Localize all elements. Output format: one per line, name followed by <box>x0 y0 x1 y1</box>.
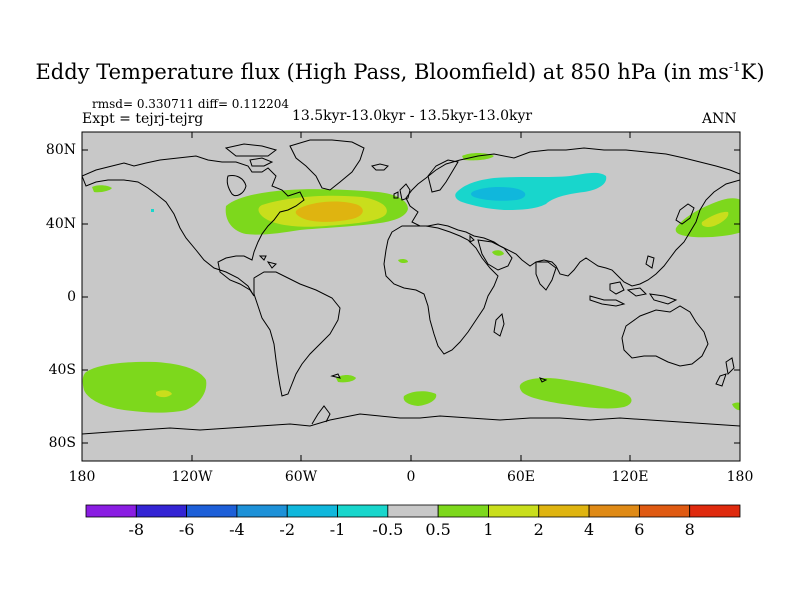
eurasia-lightblue-region <box>471 186 526 201</box>
colorbar-swatch <box>286 504 338 518</box>
colorbar <box>85 504 741 518</box>
colorbar-label: -0.5 <box>372 520 404 539</box>
colorbar-swatch <box>437 504 489 518</box>
australia-coastline <box>621 305 709 367</box>
colorbar-label: 1 <box>483 520 494 539</box>
colorbar-label: -6 <box>178 520 195 539</box>
arctic-islands-coastline <box>224 143 278 167</box>
cyan-tiny-patch <box>151 209 154 212</box>
colorbar-label: 6 <box>634 520 645 539</box>
atlantic-small-green <box>92 185 112 193</box>
map-background <box>82 132 740 461</box>
north-pacific-yellow-region <box>701 211 729 227</box>
antarctica-coastline <box>82 413 740 435</box>
indonesia-coastline <box>589 281 678 307</box>
colorbar-swatch <box>638 504 691 518</box>
africa-green-patch <box>398 258 408 264</box>
colorbar-swatch <box>236 504 288 518</box>
iceland-coastline <box>371 163 389 171</box>
colorbar-label: 0.5 <box>425 520 451 539</box>
colorbar-label: 8 <box>684 520 695 539</box>
lon-label-180w: 180 <box>68 469 96 485</box>
colorbar-swatch <box>588 504 640 518</box>
madagascar-coastline <box>493 312 505 337</box>
drake-green-patch <box>336 375 356 383</box>
antarctic-peninsula-coastline <box>311 405 331 425</box>
lat-label-40s: 40S <box>48 362 76 378</box>
colorbar-label: -4 <box>229 520 245 539</box>
eurasia-coastline <box>405 147 740 287</box>
north-pacific-green-region <box>675 198 740 238</box>
colorbar-label: -8 <box>128 520 145 539</box>
india-coastline <box>535 261 557 291</box>
lon-label-60e: 60E <box>506 469 536 485</box>
lon-label-180e: 180 <box>726 469 754 485</box>
north-atlantic-orange-region <box>295 201 363 222</box>
scandinavia-coastline <box>427 159 459 193</box>
coastlines <box>82 139 740 435</box>
greenland-coastline <box>289 139 365 191</box>
colorbar-swatch <box>135 504 188 518</box>
south-pacific-green-region <box>82 361 207 413</box>
map-title: Eddy Temperature flux (High Pass, Bloomf… <box>35 60 765 84</box>
period-label: 13.5kyr-13.0kyr - 13.5kyr-13.0kyr <box>292 108 533 124</box>
south-atlantic-green-patch <box>403 391 437 406</box>
lon-label-60w: 60W <box>284 469 318 485</box>
lat-label-80n: 80N <box>45 142 76 158</box>
africa-coastline <box>383 225 499 355</box>
small-islands-coastline <box>258 234 548 383</box>
colorbar-swatch <box>387 504 439 518</box>
colorbar-swatch <box>538 504 590 518</box>
colorbar-swatch <box>689 504 741 518</box>
north-america-coastline <box>82 155 305 297</box>
axis-ticks <box>82 132 740 461</box>
south-america-coastline <box>253 271 341 397</box>
colorbar-label: 4 <box>583 520 595 539</box>
arabia-coastline <box>477 239 513 271</box>
lon-label-120w: 120W <box>171 469 213 485</box>
south-east-green-patch <box>732 402 740 411</box>
colorbar-swatch <box>337 504 389 518</box>
colorbar-swatch <box>85 504 137 518</box>
new-zealand-coastline <box>715 357 735 387</box>
lon-label-120e: 120E <box>611 469 649 485</box>
colorbar-swatch <box>488 504 540 518</box>
season-label: ANN <box>702 111 737 127</box>
japan-coastline <box>645 203 695 269</box>
indian-ocean-green-region <box>519 378 632 409</box>
eurasia-cyan-region <box>455 172 607 210</box>
map-plot-area <box>82 132 740 461</box>
colorbar-label: -2 <box>279 520 296 539</box>
colorbar-label: 2 <box>533 520 544 539</box>
experiment-label: Expt = tejrj-tejrg <box>82 111 204 127</box>
lat-label-80s: 80S <box>48 435 76 451</box>
british-isles-coastline <box>393 183 411 201</box>
colorbar-swatch <box>186 504 238 518</box>
lon-label-0: 0 <box>406 469 416 485</box>
lat-label-0: 0 <box>67 289 76 305</box>
lat-label-40n: 40N <box>45 216 76 232</box>
arabia-green-patch <box>492 250 504 256</box>
stats-text: rmsd= 0.330711 diff= 0.112204 <box>92 97 290 111</box>
hudson-bay-coastline <box>226 175 247 197</box>
south-pacific-yellow-region <box>156 390 172 398</box>
colorbar-label: -1 <box>329 520 346 539</box>
